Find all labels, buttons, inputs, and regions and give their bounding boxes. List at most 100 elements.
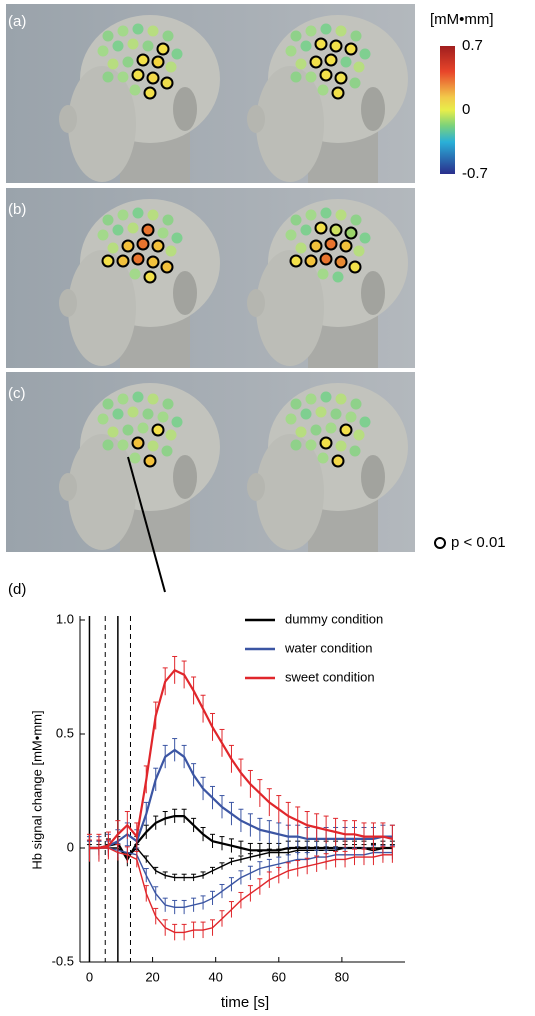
channel (291, 215, 302, 226)
face (68, 250, 136, 366)
face (68, 66, 136, 182)
channel (286, 414, 297, 425)
channel (326, 423, 337, 434)
channel (103, 31, 114, 42)
y-tick-label: 1.0 (56, 611, 74, 626)
channel (133, 438, 144, 449)
nose (59, 289, 77, 317)
channel (123, 57, 134, 68)
channel (148, 210, 159, 221)
channel (133, 24, 144, 35)
channel (133, 70, 144, 81)
channel (133, 392, 144, 403)
channel (311, 57, 322, 68)
channel (98, 46, 109, 57)
channel (148, 257, 159, 268)
face (256, 250, 324, 366)
x-tick-label: 20 (145, 969, 159, 984)
channel (103, 72, 114, 83)
channel (336, 257, 347, 268)
channel (286, 46, 297, 57)
channel (162, 78, 173, 89)
channel (360, 233, 371, 244)
channel (311, 425, 322, 436)
ear (361, 87, 385, 131)
channel (333, 456, 344, 467)
channel (301, 41, 312, 52)
channel (123, 241, 134, 252)
channel (108, 59, 119, 70)
channel (333, 88, 344, 99)
channel (354, 62, 365, 73)
colorbar-unit: [mM•mm] (430, 11, 494, 28)
channel (103, 215, 114, 226)
channel (148, 26, 159, 37)
channel (145, 88, 156, 99)
channel (311, 241, 322, 252)
nose (59, 473, 77, 501)
nose (59, 105, 77, 133)
channel (336, 26, 347, 37)
channel (113, 41, 124, 52)
channel (153, 57, 164, 68)
channel (98, 230, 109, 241)
channel (316, 223, 327, 234)
channel (113, 225, 124, 236)
channel (103, 440, 114, 451)
channel (128, 39, 139, 50)
channel (306, 394, 317, 405)
channel (133, 208, 144, 219)
channel (145, 456, 156, 467)
channel (291, 72, 302, 83)
channel (306, 440, 317, 451)
channel (138, 239, 149, 250)
channel (341, 241, 352, 252)
channel (148, 394, 159, 405)
nose (247, 105, 265, 133)
channel (128, 223, 139, 234)
channel (133, 254, 144, 265)
channel (318, 85, 329, 96)
channel (158, 412, 169, 423)
channel (350, 262, 361, 273)
channel (163, 399, 174, 410)
channel (291, 440, 302, 451)
channel (166, 430, 177, 441)
legend-label: sweet condition (285, 669, 375, 684)
channel (128, 407, 139, 418)
colorbar-tick-label: 0 (462, 101, 470, 118)
channel (166, 62, 177, 73)
y-tick-label: 0.5 (56, 725, 74, 740)
channel (331, 225, 342, 236)
channel (316, 39, 327, 50)
channel (306, 26, 317, 37)
channel (326, 55, 337, 66)
channel (291, 256, 302, 267)
channel (162, 446, 173, 457)
channel (296, 243, 307, 254)
channel (148, 73, 159, 84)
channel (143, 225, 154, 236)
channel (331, 41, 342, 52)
channel (306, 72, 317, 83)
channel (301, 225, 312, 236)
channel (360, 49, 371, 60)
colorbar-tick-label: -0.7 (462, 165, 488, 182)
x-axis-label: time [s] (221, 994, 269, 1011)
channel (113, 409, 124, 420)
ear (361, 271, 385, 315)
channel (148, 441, 159, 452)
channel (296, 59, 307, 70)
panel (6, 372, 415, 627)
channel (306, 256, 317, 267)
channel (296, 427, 307, 438)
channel (354, 246, 365, 257)
channel (318, 269, 329, 280)
channel (153, 425, 164, 436)
channel (118, 26, 129, 37)
channel (331, 409, 342, 420)
channel (321, 70, 332, 81)
channel (130, 269, 141, 280)
ear (173, 271, 197, 315)
channel (123, 425, 134, 436)
